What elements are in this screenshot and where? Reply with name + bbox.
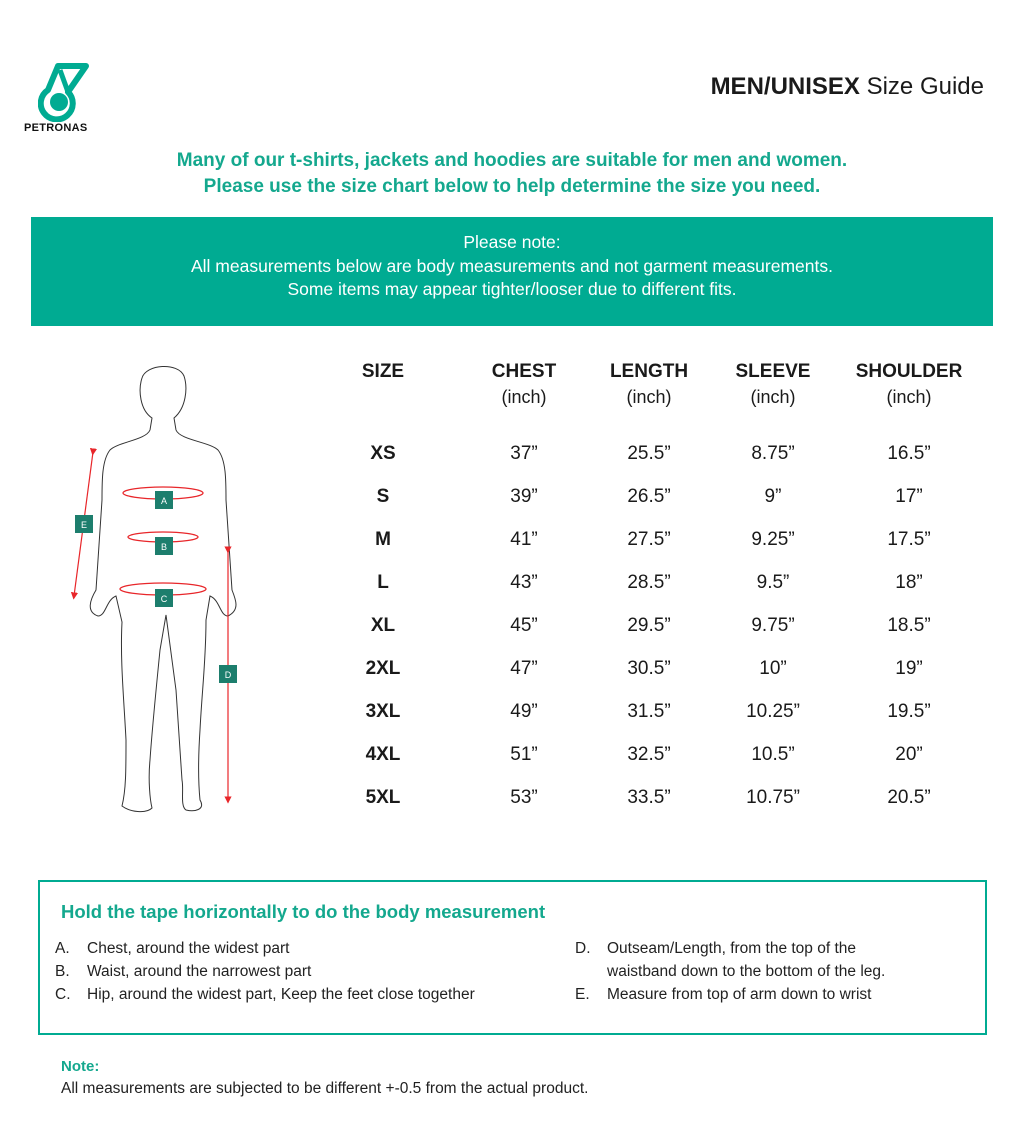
intro-text: Many of our t-shirts, jackets and hoodie… — [0, 148, 1024, 200]
column-header-chest: CHEST — [491, 361, 557, 382]
table-cell: 20.5” — [887, 787, 931, 808]
table-cell: 8.75” — [751, 443, 795, 464]
table-cell: 45” — [510, 615, 538, 636]
size-label: S — [376, 486, 390, 507]
table-cell: 17” — [895, 486, 923, 507]
table-cell: 9.25” — [751, 529, 795, 550]
table-cell: 27.5” — [627, 529, 671, 550]
table-cell: 25.5” — [627, 443, 671, 464]
body-measurement-figure: A B C D E — [70, 366, 237, 813]
size-label: M — [375, 529, 391, 550]
banner-line-2: All measurements below are body measurem… — [191, 255, 833, 276]
table-cell: 26.5” — [627, 486, 671, 507]
table-cell: 10.5” — [751, 744, 795, 765]
table-cell: 30.5” — [627, 658, 671, 679]
instruction-d-cont: waistband down to the bottom of the leg. — [607, 963, 886, 980]
intro-line-1: Many of our t-shirts, jackets and hoodie… — [176, 150, 848, 171]
svg-text:D: D — [225, 670, 232, 680]
instruction-b: B. Waist, around the narrowest part — [55, 963, 312, 980]
table-cell: 43” — [510, 572, 538, 593]
table-cell: 39” — [510, 486, 538, 507]
table-cell: 10” — [759, 658, 787, 679]
table-cell: 19.5” — [887, 701, 931, 722]
table-cell: 51” — [510, 744, 538, 765]
column-header-sleeve: SLEEVE — [735, 361, 811, 382]
title-bold: MEN/UNISEX — [710, 73, 860, 100]
hip-measure-c: C — [119, 582, 207, 607]
size-label: 2XL — [365, 658, 401, 679]
table-cell: 9.75” — [751, 615, 795, 636]
svg-text:E: E — [81, 520, 87, 530]
column-unit: (inch) — [501, 387, 547, 407]
note-title: Note: — [61, 1058, 100, 1075]
banner-line-3: Some items may appear tighter/looser due… — [287, 279, 737, 299]
instruction-c: C. Hip, around the widest part, Keep the … — [55, 986, 475, 1003]
length-measure-d: D — [219, 546, 237, 804]
column-unit: (inch) — [886, 387, 932, 407]
title-rest: Size Guide — [866, 73, 984, 100]
logo-wordmark: PETRONAS — [24, 122, 88, 134]
size-label: 3XL — [365, 701, 401, 722]
table-cell: 19” — [895, 658, 923, 679]
waist-measure-b: B — [127, 531, 199, 555]
size-label: XS — [370, 443, 396, 464]
table-cell: 9.5” — [756, 572, 790, 593]
instructions-box — [38, 880, 987, 1035]
note-text: All measurements are subjected to be dif… — [61, 1080, 589, 1097]
instructions-title: Hold the tape horizontally to do the bod… — [61, 901, 546, 922]
column-header-size: SIZE — [361, 361, 405, 382]
size-label: L — [377, 572, 389, 593]
column-header-length: LENGTH — [609, 361, 689, 382]
table-cell: 28.5” — [627, 572, 671, 593]
instruction-e: E. Measure from top of arm down to wrist — [575, 986, 872, 1003]
petronas-logo-icon — [38, 63, 89, 122]
column-header-shoulder: SHOULDER — [855, 361, 963, 382]
table-cell: 10.25” — [746, 701, 800, 722]
table-cell: 18.5” — [887, 615, 931, 636]
size-label: 4XL — [365, 744, 401, 765]
intro-line-2: Please use the size chart below to help … — [203, 176, 821, 197]
column-unit: (inch) — [626, 387, 672, 407]
table-cell: 41” — [510, 529, 538, 550]
table-cell: 10.75” — [746, 787, 800, 808]
banner-line-1: Please note: — [463, 232, 561, 252]
table-cell: 29.5” — [627, 615, 671, 636]
table-cell: 9” — [764, 486, 782, 507]
table-cell: 31.5” — [627, 701, 671, 722]
table-cell: 32.5” — [627, 744, 671, 765]
body-outline — [89, 366, 237, 813]
svg-text:C: C — [161, 594, 168, 604]
chest-measure-a: A — [122, 486, 204, 509]
table-cell: 18” — [895, 572, 923, 593]
table-cell: 37” — [510, 443, 538, 464]
instruction-a: A. Chest, around the widest part — [55, 940, 290, 957]
page-title: MEN/UNISEX Size Guide — [711, 73, 984, 101]
note-banner: Please note: All measurements below are … — [31, 217, 993, 326]
size-label: 5XL — [365, 787, 401, 808]
svg-text:A: A — [161, 496, 167, 506]
svg-text:B: B — [161, 542, 167, 552]
table-cell: 47” — [510, 658, 538, 679]
instruction-d: D. Outseam/Length, from the top of the — [575, 940, 857, 957]
size-label: XL — [370, 615, 396, 636]
table-cell: 20” — [895, 744, 923, 765]
table-cell: 17.5” — [887, 529, 931, 550]
table-cell: 33.5” — [627, 787, 671, 808]
column-unit: (inch) — [750, 387, 796, 407]
table-cell: 16.5” — [887, 443, 931, 464]
table-cell: 49” — [510, 701, 538, 722]
table-cell: 53” — [510, 787, 538, 808]
arm-measure-e: E — [70, 447, 98, 600]
